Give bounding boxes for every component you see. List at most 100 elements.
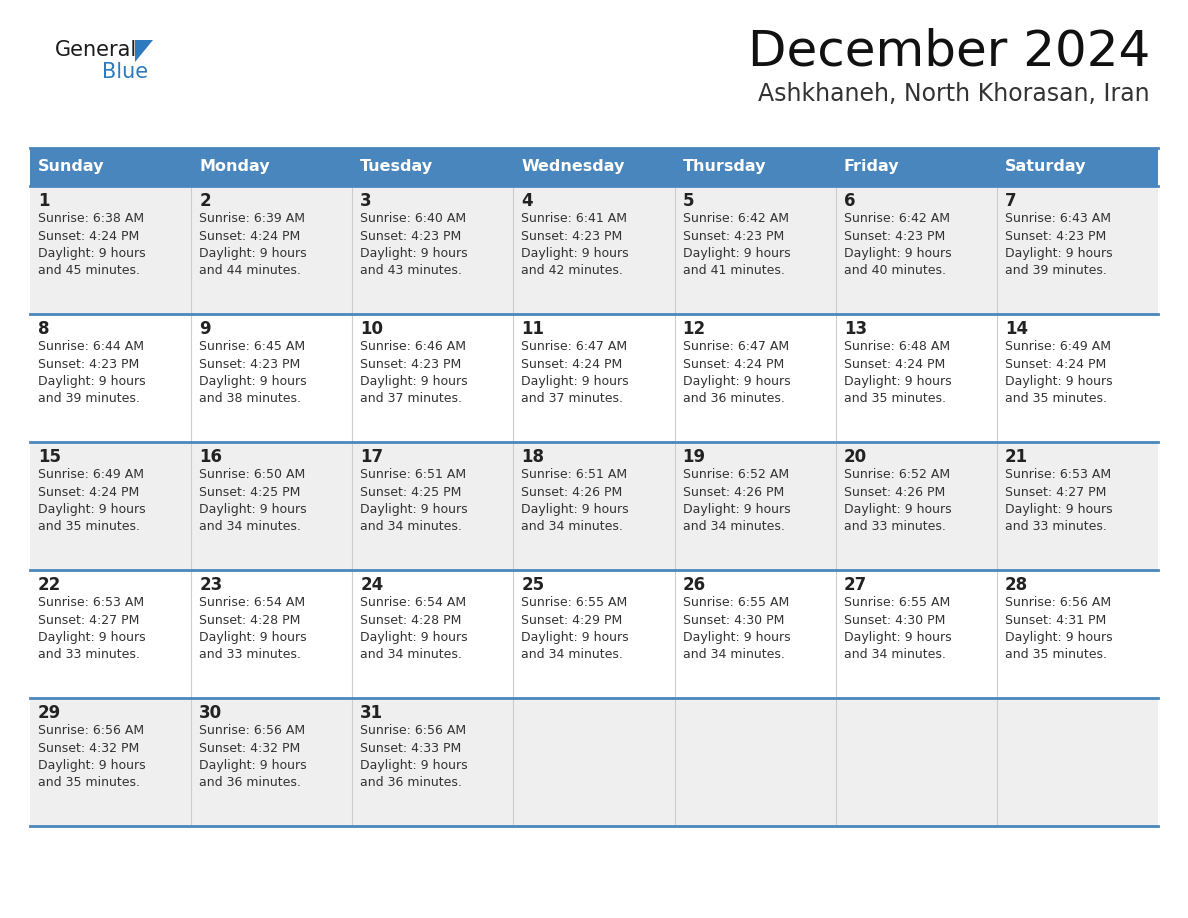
Text: Sunrise: 6:56 AM: Sunrise: 6:56 AM xyxy=(200,724,305,737)
Text: Blue: Blue xyxy=(102,62,148,82)
Text: Sunrise: 6:55 AM: Sunrise: 6:55 AM xyxy=(683,596,789,609)
Text: Daylight: 9 hours: Daylight: 9 hours xyxy=(683,375,790,388)
Text: Sunrise: 6:54 AM: Sunrise: 6:54 AM xyxy=(200,596,305,609)
Text: and 33 minutes.: and 33 minutes. xyxy=(843,521,946,533)
Text: and 34 minutes.: and 34 minutes. xyxy=(522,521,624,533)
Text: Wednesday: Wednesday xyxy=(522,160,625,174)
Text: 2: 2 xyxy=(200,192,210,210)
Text: 10: 10 xyxy=(360,320,384,338)
Text: Sunrise: 6:51 AM: Sunrise: 6:51 AM xyxy=(522,468,627,481)
Text: Tuesday: Tuesday xyxy=(360,160,434,174)
Text: Daylight: 9 hours: Daylight: 9 hours xyxy=(522,247,630,260)
Text: and 34 minutes.: and 34 minutes. xyxy=(200,521,301,533)
Text: Sunset: 4:23 PM: Sunset: 4:23 PM xyxy=(360,357,461,371)
Text: December 2024: December 2024 xyxy=(747,28,1150,76)
Text: and 45 minutes.: and 45 minutes. xyxy=(38,264,140,277)
Text: and 43 minutes.: and 43 minutes. xyxy=(360,264,462,277)
Text: Sunrise: 6:53 AM: Sunrise: 6:53 AM xyxy=(38,596,144,609)
Text: 19: 19 xyxy=(683,448,706,466)
Text: Sunrise: 6:49 AM: Sunrise: 6:49 AM xyxy=(38,468,144,481)
Text: 28: 28 xyxy=(1005,576,1028,594)
Text: 12: 12 xyxy=(683,320,706,338)
Text: 15: 15 xyxy=(38,448,61,466)
Text: Daylight: 9 hours: Daylight: 9 hours xyxy=(360,247,468,260)
Text: Sunset: 4:30 PM: Sunset: 4:30 PM xyxy=(843,613,946,626)
Text: Thursday: Thursday xyxy=(683,160,766,174)
Text: and 36 minutes.: and 36 minutes. xyxy=(200,777,301,789)
Text: Sunset: 4:26 PM: Sunset: 4:26 PM xyxy=(522,486,623,498)
Text: Sunday: Sunday xyxy=(38,160,105,174)
Bar xyxy=(30,148,1158,186)
Text: and 41 minutes.: and 41 minutes. xyxy=(683,264,784,277)
Text: Sunrise: 6:47 AM: Sunrise: 6:47 AM xyxy=(683,340,789,353)
Text: 31: 31 xyxy=(360,704,384,722)
Text: Sunset: 4:23 PM: Sunset: 4:23 PM xyxy=(200,357,301,371)
Text: and 34 minutes.: and 34 minutes. xyxy=(522,648,624,662)
Text: Sunrise: 6:55 AM: Sunrise: 6:55 AM xyxy=(522,596,627,609)
Text: and 44 minutes.: and 44 minutes. xyxy=(200,264,301,277)
Text: Sunset: 4:24 PM: Sunset: 4:24 PM xyxy=(200,230,301,242)
Text: 22: 22 xyxy=(38,576,62,594)
Text: 29: 29 xyxy=(38,704,62,722)
Text: 16: 16 xyxy=(200,448,222,466)
Text: 24: 24 xyxy=(360,576,384,594)
Text: Daylight: 9 hours: Daylight: 9 hours xyxy=(200,503,307,516)
Text: and 33 minutes.: and 33 minutes. xyxy=(1005,521,1107,533)
Text: Sunset: 4:24 PM: Sunset: 4:24 PM xyxy=(1005,357,1106,371)
Text: Sunrise: 6:38 AM: Sunrise: 6:38 AM xyxy=(38,212,144,225)
Text: Daylight: 9 hours: Daylight: 9 hours xyxy=(38,503,146,516)
Text: Sunrise: 6:42 AM: Sunrise: 6:42 AM xyxy=(683,212,789,225)
Text: Daylight: 9 hours: Daylight: 9 hours xyxy=(360,631,468,644)
Text: Sunrise: 6:48 AM: Sunrise: 6:48 AM xyxy=(843,340,950,353)
Text: Sunrise: 6:54 AM: Sunrise: 6:54 AM xyxy=(360,596,467,609)
Text: 21: 21 xyxy=(1005,448,1028,466)
Text: Sunset: 4:25 PM: Sunset: 4:25 PM xyxy=(200,486,301,498)
Text: Sunrise: 6:41 AM: Sunrise: 6:41 AM xyxy=(522,212,627,225)
Text: Sunrise: 6:39 AM: Sunrise: 6:39 AM xyxy=(200,212,305,225)
Text: Sunset: 4:24 PM: Sunset: 4:24 PM xyxy=(38,486,139,498)
Text: Daylight: 9 hours: Daylight: 9 hours xyxy=(683,503,790,516)
Bar xyxy=(30,442,1158,570)
Text: Sunrise: 6:45 AM: Sunrise: 6:45 AM xyxy=(200,340,305,353)
Text: and 33 minutes.: and 33 minutes. xyxy=(200,648,301,662)
Text: and 34 minutes.: and 34 minutes. xyxy=(843,648,946,662)
Text: Sunrise: 6:52 AM: Sunrise: 6:52 AM xyxy=(843,468,950,481)
Text: Daylight: 9 hours: Daylight: 9 hours xyxy=(683,631,790,644)
Text: and 35 minutes.: and 35 minutes. xyxy=(38,521,140,533)
Text: Sunset: 4:25 PM: Sunset: 4:25 PM xyxy=(360,486,462,498)
Text: Daylight: 9 hours: Daylight: 9 hours xyxy=(360,503,468,516)
Text: 30: 30 xyxy=(200,704,222,722)
Text: Sunset: 4:26 PM: Sunset: 4:26 PM xyxy=(843,486,944,498)
Text: Sunrise: 6:56 AM: Sunrise: 6:56 AM xyxy=(360,724,467,737)
Text: Sunset: 4:23 PM: Sunset: 4:23 PM xyxy=(843,230,944,242)
Text: and 34 minutes.: and 34 minutes. xyxy=(683,521,784,533)
Text: Monday: Monday xyxy=(200,160,270,174)
Text: Sunrise: 6:40 AM: Sunrise: 6:40 AM xyxy=(360,212,467,225)
Text: 7: 7 xyxy=(1005,192,1017,210)
Text: 20: 20 xyxy=(843,448,867,466)
Text: Sunrise: 6:42 AM: Sunrise: 6:42 AM xyxy=(843,212,949,225)
Text: Sunrise: 6:49 AM: Sunrise: 6:49 AM xyxy=(1005,340,1111,353)
Bar xyxy=(30,186,1158,314)
Text: Sunrise: 6:51 AM: Sunrise: 6:51 AM xyxy=(360,468,467,481)
Text: Daylight: 9 hours: Daylight: 9 hours xyxy=(522,631,630,644)
Text: Sunset: 4:32 PM: Sunset: 4:32 PM xyxy=(200,742,301,755)
Text: Sunset: 4:23 PM: Sunset: 4:23 PM xyxy=(683,230,784,242)
Text: Daylight: 9 hours: Daylight: 9 hours xyxy=(1005,375,1112,388)
Text: Daylight: 9 hours: Daylight: 9 hours xyxy=(522,375,630,388)
Text: 27: 27 xyxy=(843,576,867,594)
Bar xyxy=(30,698,1158,826)
Text: Daylight: 9 hours: Daylight: 9 hours xyxy=(360,759,468,772)
Text: and 37 minutes.: and 37 minutes. xyxy=(522,393,624,406)
Text: Sunset: 4:24 PM: Sunset: 4:24 PM xyxy=(843,357,944,371)
Text: Daylight: 9 hours: Daylight: 9 hours xyxy=(38,759,146,772)
Text: Daylight: 9 hours: Daylight: 9 hours xyxy=(38,631,146,644)
Text: 17: 17 xyxy=(360,448,384,466)
Text: Sunset: 4:23 PM: Sunset: 4:23 PM xyxy=(522,230,623,242)
Text: 23: 23 xyxy=(200,576,222,594)
Text: Sunset: 4:29 PM: Sunset: 4:29 PM xyxy=(522,613,623,626)
Text: Sunrise: 6:44 AM: Sunrise: 6:44 AM xyxy=(38,340,144,353)
Text: and 35 minutes.: and 35 minutes. xyxy=(1005,648,1107,662)
Text: and 42 minutes.: and 42 minutes. xyxy=(522,264,624,277)
Text: Sunset: 4:28 PM: Sunset: 4:28 PM xyxy=(200,613,301,626)
